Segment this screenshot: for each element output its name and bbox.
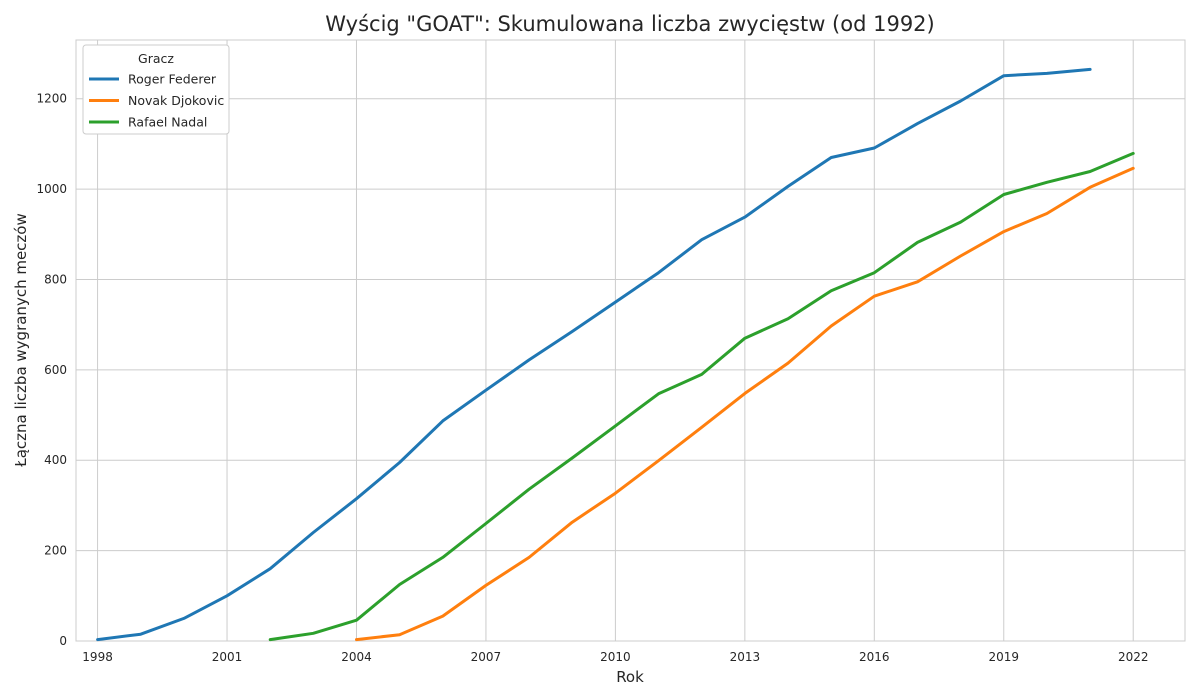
x-tick-label: 2010 — [600, 650, 631, 664]
y-tick-label: 800 — [44, 272, 67, 286]
plot-frame — [75, 39, 1186, 642]
chart-title: Wyścig "GOAT": Skumulowana liczba zwycię… — [325, 12, 934, 36]
axis-ticks: 1998 2001 2004 2007 2010 2013 2016 2019 2022 0 200… — [36, 92, 1148, 664]
legend-box — [82, 44, 230, 135]
x-tick-label: 2001 — [212, 650, 243, 664]
x-tick-label: 2022 — [1118, 650, 1149, 664]
x-tick-label: 2019 — [988, 650, 1019, 664]
legend: Gracz Roger Federer Novak Djokovic Rafael … — [82, 44, 230, 135]
x-tick-label: 2016 — [859, 650, 890, 664]
series-line-rafael-nadal — [268, 151, 1135, 642]
x-tick-label: 2007 — [471, 650, 502, 664]
series-line-roger-federer — [96, 67, 1092, 642]
y-axis-label: Łączna liczba wygranych meczów — [12, 213, 30, 467]
legend-items: Roger Federer Novak Djokovic Rafael Nadal — [89, 72, 224, 130]
series-line-novak-djokovic — [355, 166, 1135, 642]
y-tick-label: 0 — [59, 634, 67, 648]
y-tick-label: 200 — [44, 544, 67, 558]
y-tick-label: 1000 — [36, 182, 67, 196]
legend-label-roger-federer: Roger Federer — [128, 72, 217, 87]
legend-title: Gracz — [138, 51, 174, 66]
x-tick-label: 2013 — [730, 650, 761, 664]
x-tick-label: 2004 — [341, 650, 372, 664]
y-tick-label: 600 — [44, 363, 67, 377]
x-axis-label: Rok — [616, 668, 644, 686]
y-tick-label: 400 — [44, 453, 67, 467]
y-tick-label: 1200 — [36, 92, 67, 106]
x-tick-label: 1998 — [82, 650, 113, 664]
legend-label-novak-djokovic: Novak Djokovic — [128, 93, 224, 108]
legend-label-rafael-nadal: Rafael Nadal — [128, 115, 207, 130]
series-lines — [96, 67, 1135, 642]
